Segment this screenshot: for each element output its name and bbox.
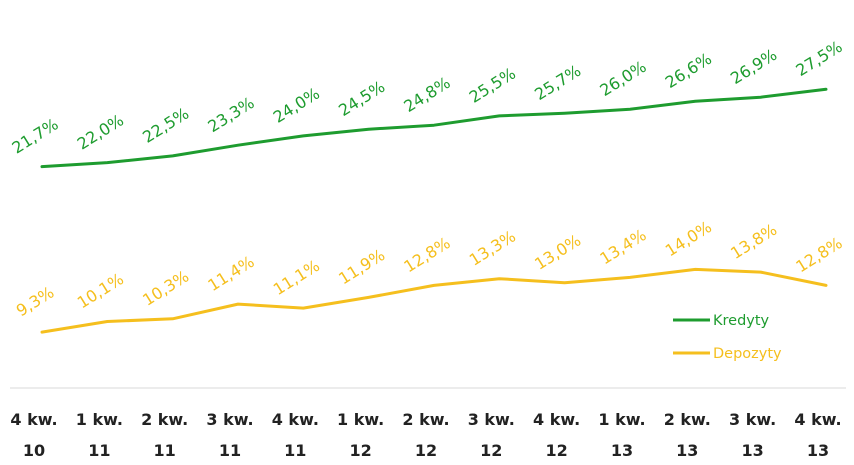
series-line-depozyty bbox=[40, 267, 828, 334]
data-label-depozyty: 9,3% bbox=[13, 283, 58, 321]
data-label-kredyty: 22,0% bbox=[74, 110, 127, 153]
data-label-kredyty: 26,9% bbox=[727, 45, 780, 88]
x-tick-label: 4 kw. 12 bbox=[533, 410, 580, 460]
data-label-kredyty: 24,8% bbox=[400, 73, 453, 116]
x-tick-label: 3 kw. 11 bbox=[206, 410, 253, 460]
data-label-depozyty: 13,0% bbox=[531, 231, 584, 274]
data-label-kredyty: 27,5% bbox=[792, 37, 845, 80]
data-label-depozyty: 12,8% bbox=[400, 233, 453, 276]
data-label-kredyty: 26,6% bbox=[662, 49, 715, 92]
x-tick-label: 4 kw. 13 bbox=[794, 410, 841, 460]
data-label-depozyty: 13,4% bbox=[596, 225, 649, 268]
x-tick-label: 2 kw. 13 bbox=[664, 410, 711, 460]
data-label-depozyty: 10,3% bbox=[139, 267, 192, 310]
data-label-depozyty: 11,4% bbox=[204, 252, 257, 295]
x-tick-label: 2 kw. 12 bbox=[402, 410, 449, 460]
x-tick-label: 1 kw. 13 bbox=[598, 410, 645, 460]
legend: Kredyty Depozyty bbox=[673, 313, 782, 362]
data-label-kredyty: 22,5% bbox=[139, 104, 192, 147]
data-label-depozyty: 13,3% bbox=[466, 227, 519, 270]
data-label-kredyty: 24,0% bbox=[270, 84, 323, 127]
series-line-kredyty bbox=[40, 87, 828, 169]
data-label-kredyty: 25,7% bbox=[531, 61, 584, 104]
x-tick-label: 3 kw. 13 bbox=[729, 410, 776, 460]
x-tick-label: 3 kw. 12 bbox=[468, 410, 515, 460]
data-label-kredyty: 21,7% bbox=[8, 114, 61, 157]
x-tick-label: 1 kw. 12 bbox=[337, 410, 384, 460]
data-label-kredyty: 24,5% bbox=[335, 77, 388, 120]
data-label-depozyty: 11,1% bbox=[270, 256, 323, 299]
data-label-depozyty: 12,8% bbox=[792, 233, 845, 276]
data-label-kredyty: 25,5% bbox=[466, 64, 519, 107]
legend-label-kredyty: Kredyty bbox=[713, 313, 770, 329]
x-tick-label: 4 kw. 11 bbox=[272, 410, 319, 460]
legend-label-depozyty: Depozyty bbox=[713, 346, 782, 362]
series-layer: 21,7% 22,0% 22,5% 23,3% 24,0% 24,5% 24,8% 25,5%… bbox=[8, 37, 846, 334]
data-label-depozyty: 14,0% bbox=[662, 217, 715, 260]
data-label-depozyty: 10,1% bbox=[74, 269, 127, 312]
data-label-depozyty: 13,8% bbox=[727, 220, 780, 263]
x-tick-label: 2 kw. 11 bbox=[141, 410, 188, 460]
x-tick-label: 1 kw. 11 bbox=[76, 410, 123, 460]
data-label-kredyty: 26,0% bbox=[596, 57, 649, 100]
x-tick-label: 4 kw. 10 bbox=[10, 410, 57, 460]
x-tick-labels: 4 kw. 10 1 kw. 11 2 kw. 11 3 kw. 11 4 kw. 11 1 kw.… bbox=[10, 410, 841, 460]
data-label-kredyty: 23,3% bbox=[204, 93, 257, 136]
data-label-depozyty: 11,9% bbox=[335, 245, 388, 288]
